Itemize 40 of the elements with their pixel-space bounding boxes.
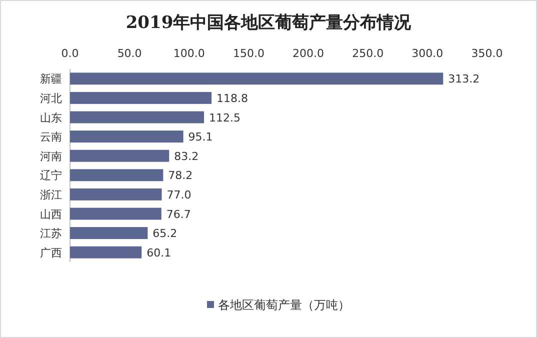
bar xyxy=(70,92,212,104)
bar xyxy=(70,111,204,124)
y-tick-label: 广西 xyxy=(40,246,62,260)
data-label: 77.0 xyxy=(166,188,192,202)
data-label: 78.2 xyxy=(168,169,193,182)
x-tick-label: 50.0 xyxy=(117,47,142,60)
bar xyxy=(70,246,142,258)
bar xyxy=(70,130,184,143)
y-tick-label: 河南 xyxy=(40,150,62,163)
bar xyxy=(70,188,162,200)
y-tick-label: 新疆 xyxy=(40,72,62,86)
x-tick-label: 200.0 xyxy=(292,47,324,60)
y-tick-label: 河北 xyxy=(40,92,62,105)
x-tick-label: 100.0 xyxy=(173,47,205,60)
x-tick-label: 300.0 xyxy=(412,47,444,60)
x-tick-label: 350.0 xyxy=(471,47,503,60)
legend-label: 各地区葡萄产量（万吨） xyxy=(218,298,350,312)
x-tick-label: 150.0 xyxy=(232,47,264,60)
data-label: 65.2 xyxy=(152,227,178,240)
bar xyxy=(70,72,444,85)
y-tick-label: 山西 xyxy=(40,208,62,221)
y-tick-label: 浙江 xyxy=(40,188,62,202)
y-tick-label: 江苏 xyxy=(40,227,62,240)
x-tick-label: 250.0 xyxy=(352,47,384,60)
x-tick-label: 0.0 xyxy=(61,47,79,60)
bar xyxy=(70,227,148,240)
data-label: 313.2 xyxy=(448,72,480,86)
data-label: 76.7 xyxy=(166,208,191,221)
bar xyxy=(70,150,170,162)
data-label: 95.1 xyxy=(188,130,213,144)
chart-title: 2019年中国各地区葡萄产量分布情况 xyxy=(126,13,412,33)
y-tick-label: 云南 xyxy=(40,130,62,144)
data-label: 118.8 xyxy=(216,92,248,105)
y-tick-label: 山东 xyxy=(40,111,62,124)
y-tick-label: 辽宁 xyxy=(40,169,62,182)
data-label: 112.5 xyxy=(209,111,241,124)
data-label: 60.1 xyxy=(146,246,172,260)
bar xyxy=(70,208,162,220)
bar xyxy=(70,169,164,182)
data-label: 83.2 xyxy=(174,150,199,163)
